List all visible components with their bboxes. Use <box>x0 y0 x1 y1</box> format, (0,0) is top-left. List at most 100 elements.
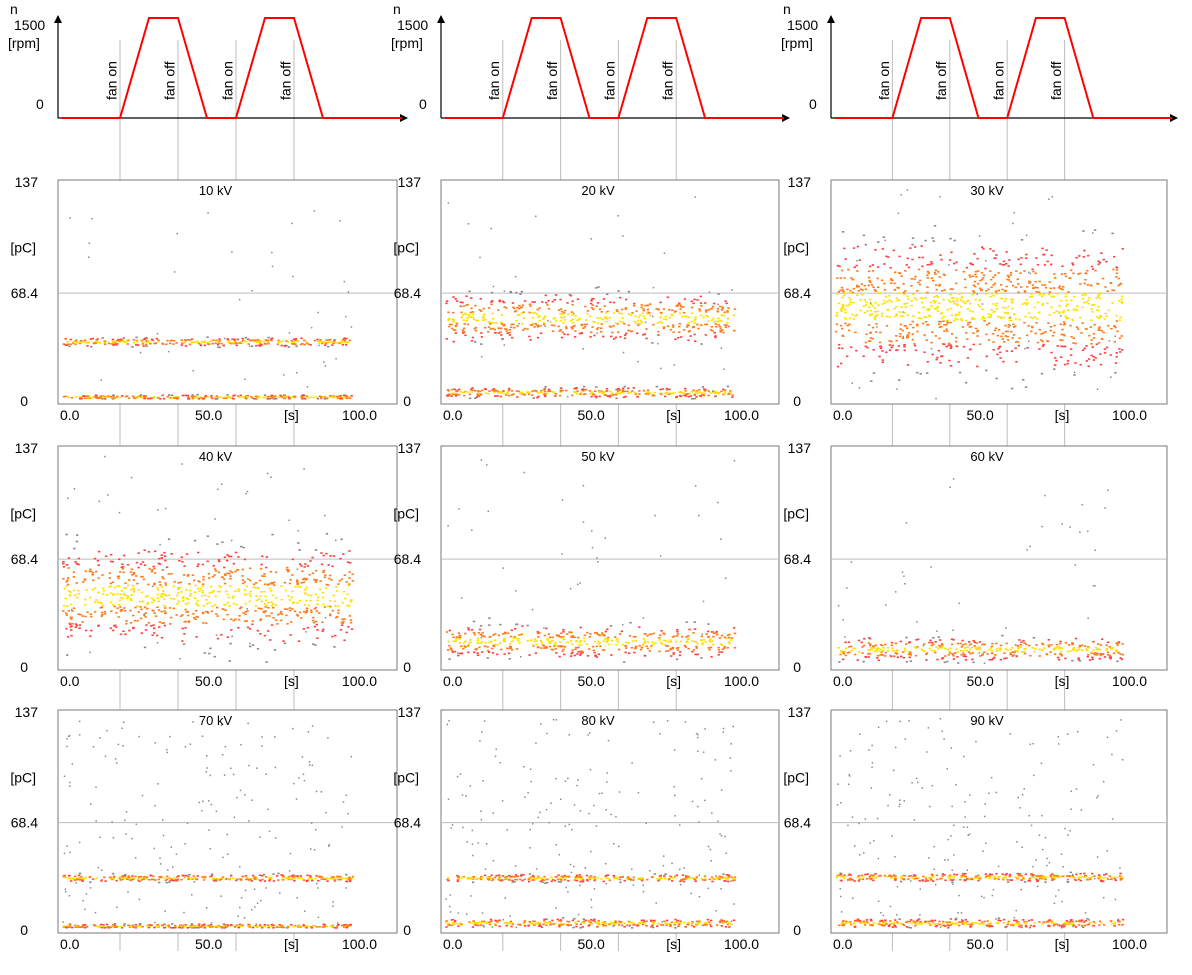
charge-sample <box>329 877 332 880</box>
sparse-sample <box>266 472 269 475</box>
charge-sample <box>839 309 843 311</box>
charge-sample <box>903 311 906 314</box>
charge-sample <box>862 644 866 647</box>
charge-sample <box>261 575 264 577</box>
charge-sample <box>720 651 724 653</box>
charge-sample <box>93 924 97 927</box>
charge-sample <box>835 330 838 333</box>
charge-sample <box>695 390 699 392</box>
sparse-sample <box>447 202 450 204</box>
charge-sample <box>1053 647 1056 650</box>
charge-sample <box>293 878 296 880</box>
charge-sample <box>1010 301 1014 303</box>
charge-sample <box>1001 263 1005 266</box>
charge-sample <box>81 621 84 623</box>
charge-sample <box>196 615 199 618</box>
charge-sample <box>101 396 105 398</box>
sparse-sample <box>67 497 69 499</box>
charge-sample <box>349 619 353 621</box>
charge-sample <box>549 321 552 323</box>
charge-sample <box>111 560 114 563</box>
charge-sample <box>259 595 262 597</box>
charge-sample <box>322 341 325 344</box>
charge-sample <box>697 391 701 393</box>
charge-sample <box>167 394 171 396</box>
charge-sample <box>1096 648 1100 650</box>
charge-sample <box>542 318 545 321</box>
sparse-sample <box>584 459 587 461</box>
charge-sample <box>603 638 607 640</box>
charge-sample <box>946 648 949 651</box>
charge-sample <box>875 323 878 325</box>
charge-sample <box>862 660 865 663</box>
charge-sample <box>450 395 453 397</box>
charge-sample <box>905 327 909 330</box>
charge-sample <box>665 650 668 653</box>
charge-sample <box>97 591 100 594</box>
charge-sample <box>1018 318 1021 321</box>
charge-sample <box>1071 319 1075 322</box>
charge-sample <box>631 312 634 314</box>
charge-sample <box>153 582 156 585</box>
charge-sample <box>605 312 608 314</box>
charge-sample <box>213 568 217 570</box>
rpm-symbol: n <box>10 1 18 17</box>
charge-sample <box>348 615 352 617</box>
charge-sample <box>331 878 334 880</box>
charge-sample <box>312 619 315 622</box>
charge-sample <box>686 638 690 641</box>
charge-sample <box>1023 642 1026 644</box>
charge-sample <box>484 641 487 644</box>
charge-sample <box>936 356 939 359</box>
charge-sample <box>624 307 628 309</box>
charge-sample <box>536 392 540 394</box>
charge-sample <box>883 282 886 285</box>
charge-sample <box>1001 306 1005 309</box>
charge-sample <box>931 331 934 333</box>
charge-sample <box>937 302 941 305</box>
charge-sample <box>222 608 225 611</box>
charge-sample <box>157 881 161 884</box>
charge-sample <box>118 585 121 588</box>
charge-sample <box>305 607 309 610</box>
charge-sample <box>477 637 480 640</box>
charge-sample <box>246 610 249 612</box>
charge-sample <box>215 606 219 609</box>
charge-sample <box>1086 269 1089 272</box>
charge-sample <box>151 634 154 637</box>
charge-sample <box>874 310 877 313</box>
charge-sample <box>643 333 647 335</box>
charge-sample <box>863 299 867 301</box>
charge-sample <box>920 317 923 320</box>
charge-sample <box>544 647 547 649</box>
charge-sample <box>72 607 76 609</box>
charge-sample <box>114 340 117 343</box>
sparse-sample <box>100 379 103 381</box>
charge-sample <box>1004 324 1007 327</box>
charge-sample <box>101 926 104 929</box>
charge-sample <box>304 611 308 614</box>
charge-sample <box>197 563 200 566</box>
charge-sample <box>88 570 91 573</box>
charge-sample <box>1090 308 1093 310</box>
charge-sample <box>86 611 89 614</box>
charge-sample <box>1098 326 1101 328</box>
x-unit-label: [s] <box>666 407 681 423</box>
charge-sample <box>254 395 258 398</box>
charge-sample <box>1067 309 1070 312</box>
charge-sample <box>140 877 144 879</box>
charge-sample <box>1047 644 1050 646</box>
charge-sample <box>112 396 115 398</box>
charge-sample <box>306 396 309 399</box>
charge-sample <box>718 319 721 322</box>
charge-sample <box>928 315 932 318</box>
charge-sample <box>705 314 708 317</box>
charge-sample <box>858 259 862 261</box>
charge-sample <box>559 389 563 392</box>
charge-sample <box>911 237 915 239</box>
sparse-sample <box>347 291 350 293</box>
charge-sample <box>156 606 159 608</box>
charge-sample <box>1024 257 1028 259</box>
charge-sample <box>563 319 566 321</box>
charge-sample <box>1061 288 1064 291</box>
